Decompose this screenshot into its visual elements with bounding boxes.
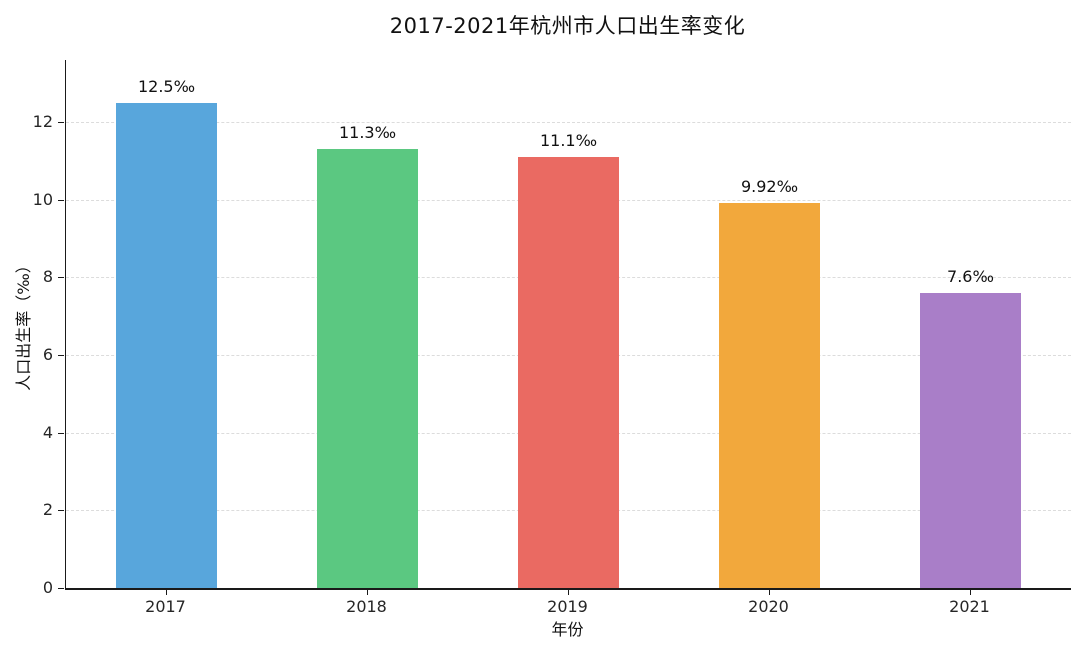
- gridline-y-12: [66, 122, 1071, 124]
- bar-value-label-2021: 7.6‰: [947, 266, 994, 286]
- x-tick-mark-2020: [768, 590, 770, 595]
- x-tick-mark-2018: [366, 590, 368, 595]
- bar-2018: 11.3‰: [317, 123, 418, 588]
- y-tick-label-10: 10: [32, 189, 53, 209]
- y-tick-label-0: 0: [42, 578, 53, 597]
- bar-value-label-2018: 11.3‰: [338, 123, 397, 143]
- y-tick-mark-10: [58, 199, 64, 201]
- y-tick-label-8: 8: [42, 267, 53, 287]
- x-tick-label-2019: 2019: [547, 597, 588, 616]
- bar-value-label-2017: 12.5‰: [137, 76, 196, 96]
- y-tick-mark-6: [58, 355, 64, 357]
- y-tick-label-2: 2: [42, 500, 53, 520]
- y-tick-mark-12: [58, 122, 64, 124]
- bar-2020: 9.92‰: [719, 177, 820, 588]
- y-tick-mark-8: [58, 277, 64, 279]
- bar-2017: 12.5‰: [116, 77, 217, 588]
- bar-2021: 7.6‰: [920, 267, 1021, 588]
- y-tick-label-4: 4: [42, 422, 53, 442]
- x-tick-mark-2017: [165, 590, 167, 595]
- x-axis-title: 年份: [551, 620, 584, 639]
- y-tick-label-12: 12: [32, 112, 53, 132]
- chart-title: 2017-2021年杭州市人口出生率变化: [389, 14, 746, 38]
- bar-2019: 11.1‰: [518, 131, 619, 588]
- x-tick-label-2020: 2020: [748, 597, 789, 616]
- bar-value-label-2019: 11.1‰: [539, 131, 598, 151]
- bar-value-label-2020: 9.92‰: [740, 176, 799, 196]
- y-axis-title: 人口出生率（‰）: [14, 257, 33, 391]
- y-tick-mark-0: [58, 588, 64, 589]
- x-tick-mark-2021: [969, 590, 971, 595]
- plot-area: 12.5‰ 11.3‰ 11.1‰ 9.92‰ 7.6‰: [65, 60, 1071, 590]
- y-tick-label-6: 6: [42, 345, 53, 365]
- x-tick-label-2021: 2021: [949, 597, 990, 616]
- x-tick-label-2017: 2017: [145, 597, 186, 616]
- y-tick-mark-2: [58, 510, 64, 512]
- y-tick-mark-4: [58, 432, 64, 434]
- x-tick-label-2018: 2018: [346, 597, 387, 616]
- x-tick-mark-2019: [567, 590, 569, 595]
